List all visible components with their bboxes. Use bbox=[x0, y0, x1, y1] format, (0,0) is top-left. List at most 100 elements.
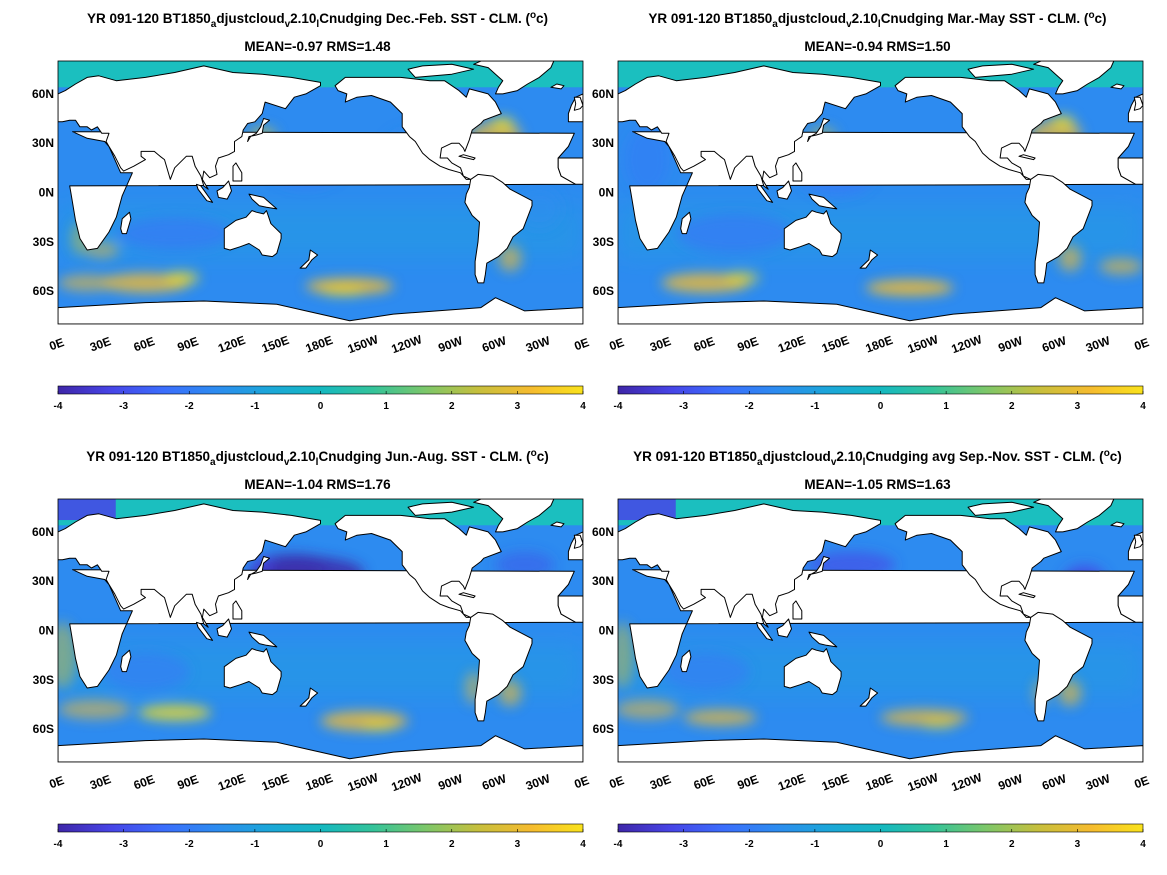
colorbar-tick-label: -2 bbox=[745, 401, 754, 412]
y-tick-label: 30N bbox=[592, 136, 614, 150]
land-masses bbox=[58, 61, 583, 324]
land-australia bbox=[223, 210, 282, 258]
land-arcticIslands bbox=[407, 501, 475, 516]
panel-3: YR 091-120 BT1850adjustcloudv2.10lCnudgi… bbox=[32, 448, 591, 850]
colorbar-tick-label: 2 bbox=[449, 839, 455, 850]
anomaly-blob bbox=[320, 286, 365, 296]
colorbar-tick-label: -3 bbox=[679, 401, 688, 412]
colorbar-tick-label: 2 bbox=[1009, 401, 1015, 412]
colorbar-tick-label: 0 bbox=[318, 839, 324, 850]
panel-title: YR 091-120 BT1850adjustcloudv2.10lCnudgi… bbox=[87, 10, 548, 30]
land-sumatra bbox=[756, 621, 774, 641]
x-tick-label: 30W bbox=[524, 333, 553, 355]
y-tick-label: 60N bbox=[592, 87, 614, 101]
colorbar-tick-label: 2 bbox=[449, 401, 455, 412]
anomaly-blob bbox=[625, 126, 670, 193]
y-tick-label: 0N bbox=[599, 624, 614, 638]
colorbar-tick-label: 1 bbox=[383, 401, 389, 412]
x-tick-label: 180E bbox=[304, 771, 335, 794]
land-philippines bbox=[792, 162, 803, 182]
colorbar-tick-label: -3 bbox=[119, 839, 128, 850]
x-tick-label: 120E bbox=[776, 771, 807, 794]
y-tick-label: 0N bbox=[599, 186, 614, 200]
x-tick-label: 0E bbox=[607, 773, 626, 791]
land-sumatra bbox=[196, 183, 214, 203]
colorbar-tick-label: 1 bbox=[383, 839, 389, 850]
x-tick-label: 120W bbox=[950, 332, 985, 356]
land-japan bbox=[247, 118, 270, 142]
land-eurasia bbox=[58, 65, 321, 190]
land-masses bbox=[618, 499, 1143, 762]
y-tick-label: 30S bbox=[593, 235, 614, 249]
x-tick-label: 150W bbox=[906, 770, 941, 794]
colorbar-tick-label: -2 bbox=[185, 401, 194, 412]
x-tick-label: 180E bbox=[864, 333, 895, 356]
x-tick-label: 120E bbox=[776, 333, 807, 356]
anomaly-blob bbox=[618, 699, 680, 720]
panel-subtitle: MEAN=-1.04 RMS=1.76 bbox=[244, 477, 391, 492]
x-tick-label: 60E bbox=[132, 772, 157, 792]
x-tick-label: 90E bbox=[175, 334, 200, 354]
land-masses bbox=[618, 61, 1143, 324]
panel-subtitle: MEAN=-1.05 RMS=1.63 bbox=[804, 477, 951, 492]
colorbar-tick-label: -1 bbox=[810, 839, 819, 850]
y-tick-label: 60S bbox=[33, 722, 54, 736]
land-samerica bbox=[1024, 611, 1093, 722]
x-tick-label: 60W bbox=[480, 333, 509, 355]
land-japan bbox=[807, 556, 830, 580]
x-tick-label: 150E bbox=[820, 771, 851, 794]
x-tick-label: 120E bbox=[216, 333, 247, 356]
x-tick-label: 60E bbox=[132, 334, 157, 354]
land-samerica bbox=[464, 173, 533, 284]
y-tick-label: 30S bbox=[33, 235, 54, 249]
land-nz bbox=[859, 249, 879, 269]
x-tick-label: 90W bbox=[436, 333, 465, 355]
y-tick-label: 30S bbox=[593, 673, 614, 687]
x-tick-label: 30E bbox=[648, 334, 673, 354]
land-nz bbox=[859, 687, 879, 707]
land-uk bbox=[573, 96, 583, 111]
x-tick-label: 0E bbox=[607, 335, 626, 353]
land-arcticIslands bbox=[967, 501, 1035, 516]
x-tick-label: 90W bbox=[996, 333, 1025, 355]
colorbar-tick-label: 3 bbox=[515, 839, 521, 850]
colorbar-tick-label: -4 bbox=[614, 401, 623, 412]
land-sumatra bbox=[756, 183, 774, 203]
land-cuba bbox=[458, 592, 476, 599]
land-borneo bbox=[776, 618, 792, 638]
x-tick-label: 90E bbox=[735, 334, 760, 354]
x-tick-label: 60E bbox=[692, 334, 717, 354]
x-tick-label: 150E bbox=[820, 333, 851, 356]
x-tick-label: 180E bbox=[304, 333, 335, 356]
colorbar-tick-label: 2 bbox=[1009, 839, 1015, 850]
anomaly-blob bbox=[491, 116, 515, 131]
land-arcticIslands bbox=[407, 63, 475, 78]
land-namerica bbox=[334, 514, 502, 618]
x-tick-label: 30W bbox=[524, 771, 553, 793]
colorbar-tick-label: 4 bbox=[1140, 401, 1146, 412]
land-africaW bbox=[1117, 595, 1143, 623]
x-tick-label: 60W bbox=[480, 771, 509, 793]
anomaly-blob bbox=[164, 271, 200, 285]
colorbar-tick-label: -1 bbox=[250, 401, 259, 412]
colorbar: -4 -3 -2 -1 0 1 2 3 4 bbox=[614, 385, 1146, 412]
land-borneo bbox=[216, 180, 232, 200]
x-tick-label: 30W bbox=[1084, 771, 1113, 793]
land-philippines bbox=[232, 162, 243, 182]
colorbar-tick-label: 0 bbox=[318, 401, 324, 412]
x-tick-label: 60W bbox=[1040, 771, 1069, 793]
y-tick-label: 60S bbox=[33, 284, 54, 298]
colorbar-tick-label: -4 bbox=[54, 839, 63, 850]
anomaly-blob bbox=[724, 271, 760, 285]
colorbar-tick-label: 1 bbox=[943, 839, 949, 850]
y-tick-label: 60S bbox=[593, 722, 614, 736]
land-greenland bbox=[473, 499, 555, 533]
land-japan bbox=[807, 118, 830, 142]
x-tick-label: 90W bbox=[436, 771, 465, 793]
anomaly-blob bbox=[921, 719, 957, 730]
x-tick-label: 180E bbox=[864, 771, 895, 794]
panel-1: YR 091-120 BT1850adjustcloudv2.10lCnudgi… bbox=[32, 10, 591, 412]
y-tick-label: 0N bbox=[39, 186, 54, 200]
